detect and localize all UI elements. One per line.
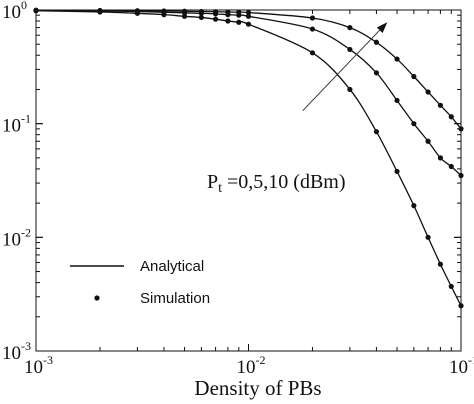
y-tick-label: 10-1: [2, 112, 31, 137]
x-tick-label-base: 10: [237, 357, 256, 378]
simulation-point: [373, 129, 380, 135]
x-tick-label-base: 10: [449, 357, 468, 378]
x-tick-label-exp: -3: [43, 353, 53, 367]
simulation-point: [245, 21, 252, 27]
series-layer: [33, 7, 464, 309]
simulation-point: [437, 261, 444, 267]
simulation-point: [425, 138, 431, 144]
x-tick-label-base: 10: [24, 357, 43, 378]
y-tick-label: 100: [2, 0, 27, 23]
simulation-point: [448, 163, 454, 170]
simulation-point: [394, 97, 400, 104]
simulation-point: [458, 303, 464, 309]
simulation-point: [181, 13, 188, 19]
y-tick-label-base: 10: [2, 116, 21, 137]
simulation-point: [309, 26, 316, 32]
annotation-text-rest: =0,5,10 (dBm): [222, 171, 346, 193]
simulation-point: [373, 39, 380, 45]
analytical-curve-2: [35, 10, 462, 307]
x-tick-label: 10-2: [237, 353, 266, 378]
simulation-point: [134, 10, 140, 16]
x-tick-label: 10-3: [24, 353, 53, 378]
simulation-point: [347, 86, 353, 93]
simulation-point: [394, 168, 400, 175]
simulation-point: [198, 10, 204, 16]
x-axis-title: Density of PBs: [194, 376, 321, 400]
y-tick-label-base: 10: [2, 229, 21, 250]
simulation-point: [161, 12, 167, 18]
legend-label-simulation: Simulation: [140, 290, 210, 307]
x-tick-label-exp: -1: [468, 353, 474, 367]
simulation-point: [448, 114, 454, 120]
x-tick-label-exp: -2: [256, 353, 266, 367]
annotation-text: Pt =0,5,10 (dBm): [207, 171, 346, 196]
simulation-point: [347, 46, 353, 53]
simulation-point: [437, 102, 444, 108]
legend: Analytical Simulation: [70, 258, 210, 307]
annotation-arrow-head: [376, 22, 388, 33]
simulation-point: [448, 283, 454, 290]
y-tick-label-base: 10: [2, 343, 21, 364]
x-tick-label: 10-1: [449, 353, 474, 378]
simulation-point: [212, 11, 219, 17]
simulation-point: [411, 121, 417, 127]
simulation-point: [198, 14, 204, 21]
simulation-point: [458, 172, 464, 179]
y-tick-label-exp: -1: [21, 112, 31, 126]
simulation-point: [411, 203, 417, 209]
y-tick-label-exp: -2: [21, 225, 31, 239]
simulation-point: [309, 15, 316, 21]
y-tick-label: 10-3: [2, 339, 31, 364]
y-tick-label-base: 10: [2, 2, 21, 23]
simulation-point: [236, 12, 242, 18]
simulation-point: [437, 155, 444, 161]
analytical-curve-1: [35, 9, 462, 176]
simulation-point: [373, 70, 380, 76]
simulation-point: [245, 13, 252, 19]
simulation-point: [411, 73, 417, 80]
simulation-point: [33, 8, 39, 14]
simulation-point: [97, 9, 103, 15]
simulation-point: [347, 25, 353, 31]
annotation-text-main: P: [207, 171, 218, 193]
legend-label-analytical: Analytical: [140, 258, 204, 275]
simulation-point: [309, 50, 316, 56]
simulation-point: [394, 56, 400, 62]
simulation-point: [236, 19, 242, 25]
simulation-point: [425, 234, 431, 240]
simulation-point: [245, 9, 252, 16]
legend-marker-sample: [94, 295, 100, 301]
annotation-arrow-line: [302, 29, 381, 112]
analytical-curve-0: [35, 9, 462, 130]
simulation-point: [458, 126, 464, 132]
y-tick-label-exp: 0: [21, 0, 27, 12]
simulation-point: [225, 12, 231, 18]
simulation-point: [425, 89, 431, 95]
simulation-point: [225, 18, 231, 24]
annotation: Pt =0,5,10 (dBm): [207, 22, 388, 196]
annotation-text-sub: t: [218, 181, 222, 196]
simulation-point: [212, 16, 219, 22]
y-tick-label-exp: -3: [21, 339, 31, 353]
y-tick-label: 10-2: [2, 225, 31, 250]
